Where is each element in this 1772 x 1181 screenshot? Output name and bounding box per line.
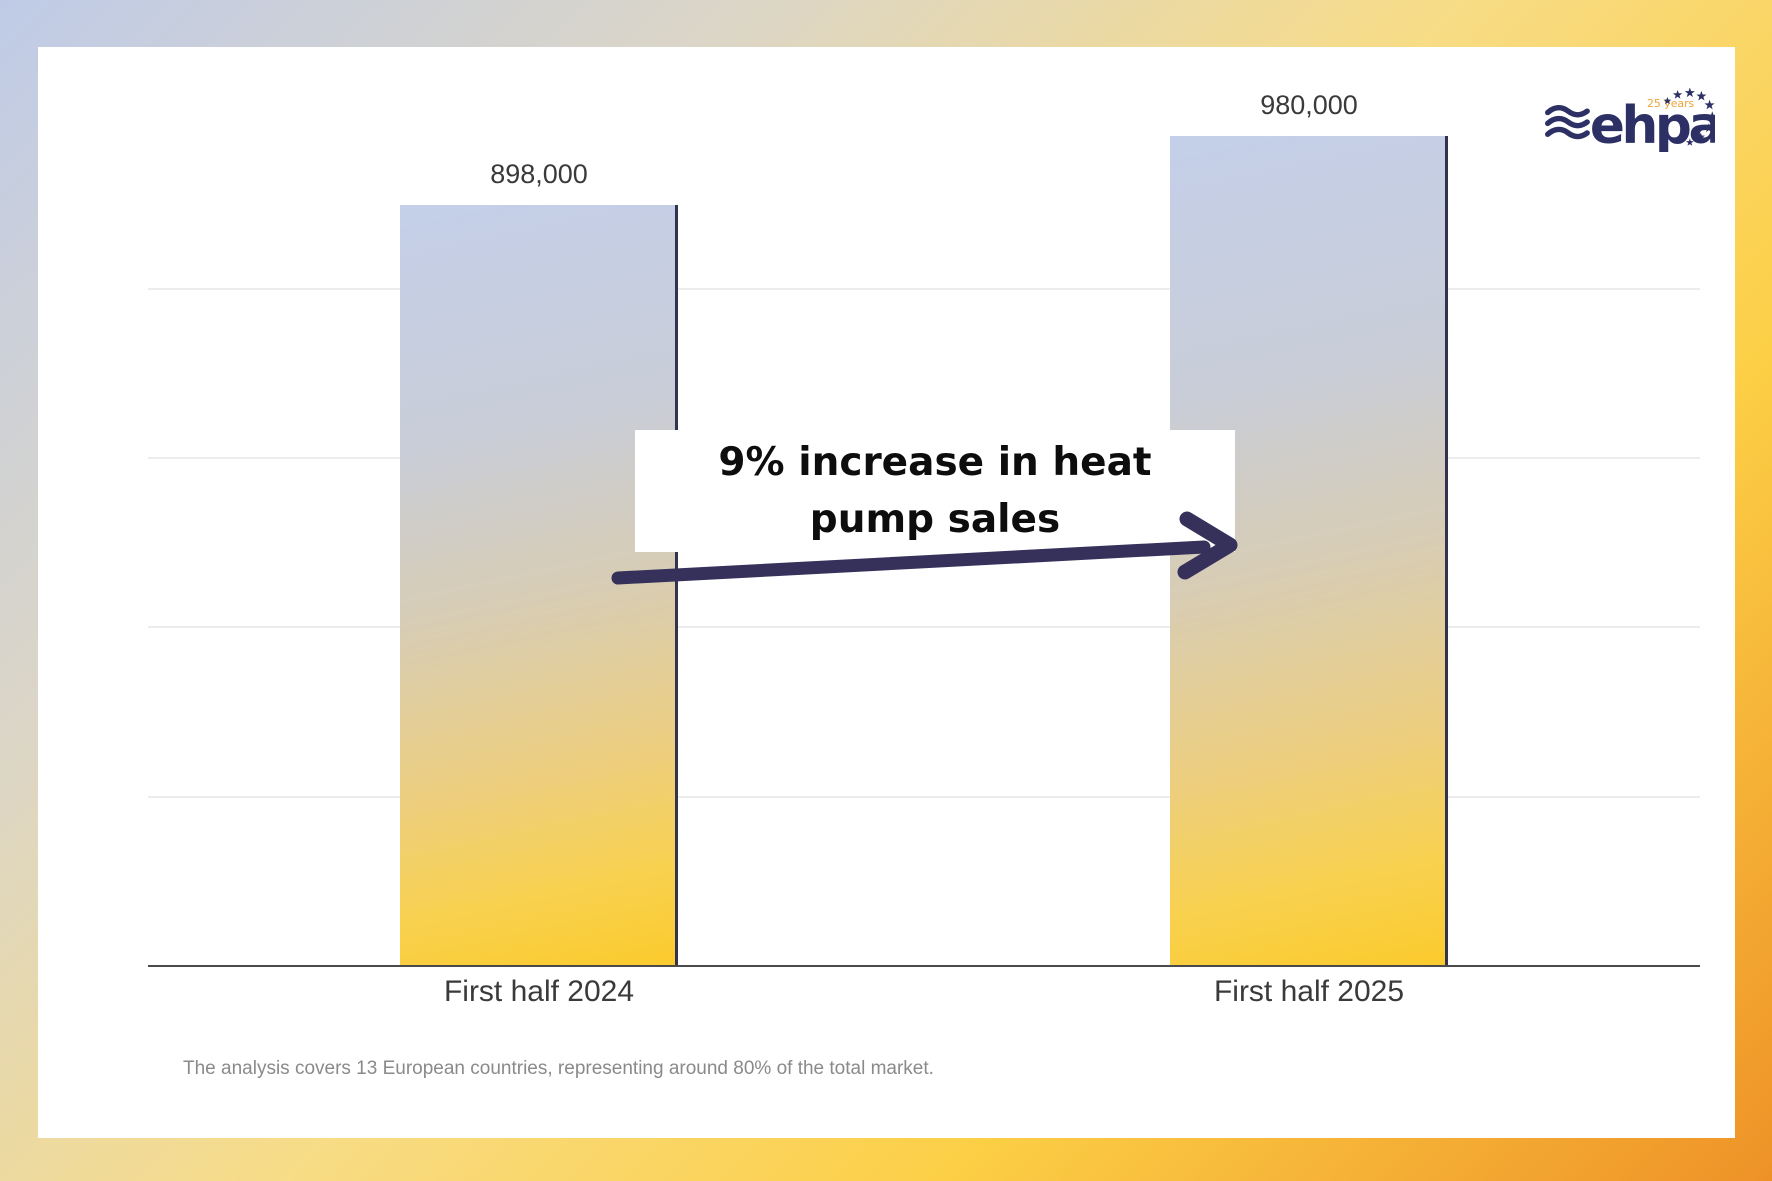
gridline-400k <box>148 626 1700 628</box>
bar-2024 <box>400 205 678 965</box>
increase-annotation-line1: 9% increase in heat <box>718 440 1152 485</box>
ehpa-wordmark: ehpa <box>1590 96 1715 152</box>
chart-card: 898,000 980,000 First half 2024 First ha… <box>38 47 1735 1138</box>
footnote: The analysis covers 13 European countrie… <box>183 1058 934 1079</box>
ehpa-logo: ehpa 25 years <box>1545 87 1723 156</box>
increase-annotation: 9% increase in heat pump sales <box>635 430 1235 552</box>
anniversary-label: 25 years <box>1647 97 1695 110</box>
x-axis-line <box>148 965 1700 967</box>
waves-icon <box>1545 105 1590 140</box>
ehpa-logo-graphic: ehpa 25 years <box>1545 87 1723 156</box>
increase-arrow-icon <box>611 511 1238 585</box>
increase-annotation-line2: pump sales <box>809 497 1061 542</box>
bar-value-label-2024: 898,000 <box>490 159 588 189</box>
x-axis-label-2024: First half 2024 <box>443 975 635 1008</box>
bar-value-label-2025: 980,000 <box>1260 90 1358 120</box>
bar-group-2024: 898,000 <box>400 159 678 965</box>
x-axis-label-2025: First half 2025 <box>1213 975 1405 1008</box>
gridline-200k <box>148 796 1700 798</box>
gridline-800k <box>148 288 1700 290</box>
